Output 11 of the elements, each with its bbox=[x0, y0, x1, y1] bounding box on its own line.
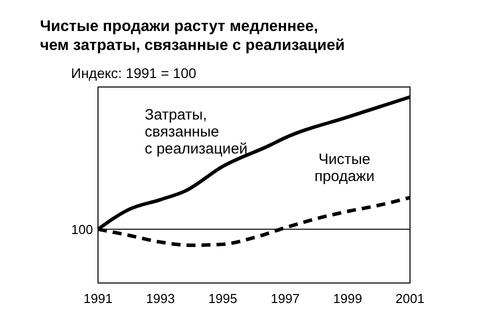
annotation: 100 bbox=[71, 222, 93, 238]
x-tick-label: 2001 bbox=[396, 291, 424, 306]
series-label: Затраты, связанные с реализацией bbox=[144, 106, 248, 158]
chart-title: Чистые продажи растут медленнее, чем затраты, связанные с реализацией bbox=[40, 18, 345, 54]
x-tick-label: 1999 bbox=[333, 291, 362, 306]
x-tick-label: 1997 bbox=[270, 291, 300, 306]
y-axis-title: Индекс: 1991 = 100 bbox=[71, 65, 196, 81]
x-tick-label: 1995 bbox=[208, 291, 238, 306]
x-tick-label: 1991 bbox=[84, 291, 112, 306]
series-label: Чистые продажи bbox=[314, 150, 374, 185]
x-tick-label: 1993 bbox=[146, 291, 175, 306]
